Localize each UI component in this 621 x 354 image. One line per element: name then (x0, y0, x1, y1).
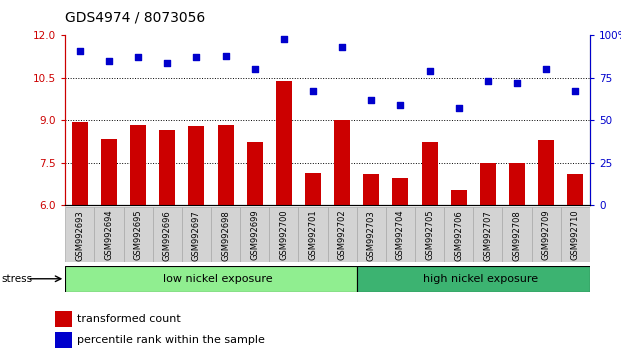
Bar (188, 126, 204, 205)
Bar (65, 266, 356, 292)
Bar (55, 332, 72, 348)
Point (104, 58, 114, 64)
Text: GSM992703: GSM992703 (367, 210, 376, 261)
Bar (480, 163, 496, 205)
Bar (473, 207, 502, 262)
Bar (538, 140, 554, 205)
Bar (101, 139, 117, 205)
Point (162, 60, 172, 65)
Bar (568, 174, 583, 205)
Text: GSM992704: GSM992704 (396, 210, 405, 261)
Text: GSM992694: GSM992694 (104, 210, 114, 261)
Bar (217, 125, 233, 205)
Point (512, 80, 522, 86)
Text: GDS4974 / 8073056: GDS4974 / 8073056 (65, 11, 206, 25)
Bar (130, 125, 146, 205)
Text: GSM992710: GSM992710 (571, 210, 580, 261)
Bar (356, 266, 590, 292)
Text: GSM992693: GSM992693 (75, 210, 84, 261)
Text: low nickel exposure: low nickel exposure (163, 274, 273, 284)
Point (366, 97, 376, 103)
Bar (532, 207, 561, 262)
Point (454, 105, 464, 111)
Point (220, 53, 230, 59)
Point (75, 48, 84, 53)
Text: GSM992696: GSM992696 (163, 210, 172, 261)
Bar (561, 207, 590, 262)
Bar (327, 207, 356, 262)
Text: GSM992698: GSM992698 (221, 210, 230, 261)
Bar (502, 207, 532, 262)
Bar (124, 207, 153, 262)
Bar (363, 174, 379, 205)
Point (542, 67, 551, 72)
Text: GSM992707: GSM992707 (483, 210, 492, 261)
Text: high nickel exposure: high nickel exposure (423, 274, 538, 284)
Bar (444, 207, 473, 262)
Text: GSM992708: GSM992708 (512, 210, 522, 261)
Point (250, 67, 260, 72)
Bar (392, 178, 409, 205)
Bar (94, 207, 124, 262)
Bar (55, 311, 72, 327)
Bar (422, 142, 438, 205)
Bar (72, 122, 88, 205)
Point (308, 88, 318, 94)
Point (483, 79, 493, 84)
Bar (356, 207, 386, 262)
Point (337, 45, 347, 50)
Bar (334, 120, 350, 205)
Bar (451, 190, 467, 205)
Text: GSM992695: GSM992695 (134, 210, 143, 261)
Bar (386, 207, 415, 262)
Text: GSM992699: GSM992699 (250, 210, 259, 261)
Text: transformed count: transformed count (76, 314, 180, 324)
Point (396, 102, 406, 108)
Text: GSM992700: GSM992700 (279, 210, 288, 261)
Point (571, 88, 581, 94)
Bar (153, 207, 182, 262)
Bar (247, 142, 263, 205)
Text: GSM992705: GSM992705 (425, 210, 434, 261)
Point (133, 55, 143, 60)
Text: GSM992709: GSM992709 (542, 210, 551, 261)
Bar (159, 130, 175, 205)
Bar (299, 207, 327, 262)
Bar (509, 163, 525, 205)
Bar (182, 207, 211, 262)
Text: stress: stress (1, 274, 32, 284)
Bar (240, 207, 270, 262)
Bar (276, 81, 292, 205)
Point (191, 55, 201, 60)
Bar (270, 207, 299, 262)
Point (425, 68, 435, 74)
Text: GSM992706: GSM992706 (455, 210, 463, 261)
Text: GSM992697: GSM992697 (192, 210, 201, 261)
Text: GSM992701: GSM992701 (309, 210, 317, 261)
Bar (305, 173, 321, 205)
Bar (415, 207, 444, 262)
Text: percentile rank within the sample: percentile rank within the sample (76, 335, 265, 345)
Text: GSM992702: GSM992702 (338, 210, 347, 261)
Bar (65, 207, 94, 262)
Point (279, 36, 289, 42)
Bar (211, 207, 240, 262)
